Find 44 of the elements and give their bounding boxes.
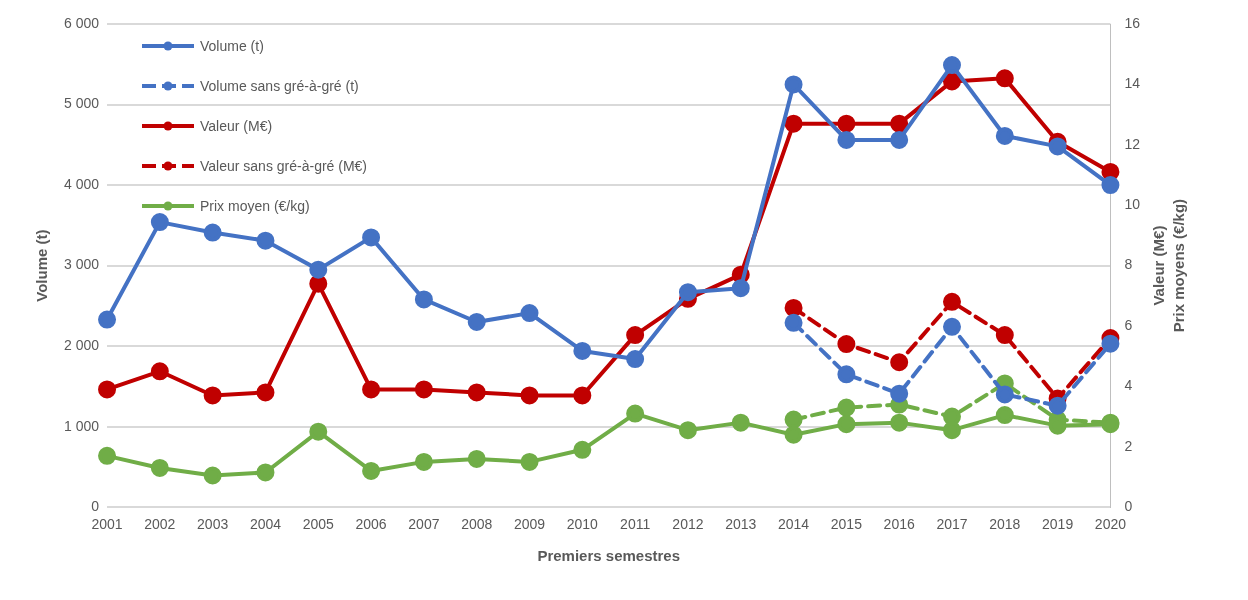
y-axis-title: Volume (t) [33, 229, 51, 302]
y2-tick-label: 10 [1124, 196, 1141, 213]
x-tick-label: 2001 [91, 516, 123, 533]
x-axis-title: Premiers semestres [537, 547, 681, 565]
y-tick-label: 2 000 [63, 336, 100, 353]
y-tick-label: 1 000 [63, 417, 100, 434]
x-tick-label: 2016 [883, 516, 915, 533]
x-tick-label: 2004 [249, 516, 282, 533]
y2-tick-label: 6 [1124, 316, 1133, 333]
y2-axis-title: Valeur (M€) Prix moyens (€/kg) [1150, 198, 1188, 333]
x-tick-label: 2002 [144, 516, 176, 533]
x-tick-label: 2020 [1094, 516, 1127, 533]
x-tick-label: 2011 [620, 516, 651, 533]
x-tick-label: 2017 [936, 516, 968, 533]
legend-label: Valeur sans gré-à-gré (M€) [200, 158, 368, 174]
y2-tick-label: 16 [1124, 14, 1141, 31]
y2-tick-label: 0 [1124, 498, 1133, 515]
y2-tick-label: 4 [1124, 377, 1133, 394]
legend-label: Volume sans gré-à-gré (t) [200, 78, 359, 94]
legend-label: Volume (t) [200, 38, 264, 54]
x-tick-label: 2007 [408, 516, 440, 533]
x-tick-label: 2012 [672, 516, 704, 533]
y2-tick-label: 2 [1124, 437, 1133, 454]
y-tick-label: 4 000 [63, 175, 100, 192]
y-tick-label: 5 000 [63, 95, 100, 112]
y2-tick-label: 14 [1124, 75, 1141, 92]
y2-tick-label: 8 [1124, 256, 1133, 273]
legend-label: Prix moyen (€/kg) [200, 198, 310, 214]
y2-tick-label: 12 [1124, 135, 1141, 152]
x-tick-label: 2018 [989, 516, 1021, 533]
y-tick-label: 6 000 [63, 14, 100, 31]
y-tick-label: 3 000 [63, 256, 100, 273]
y-tick-label: 0 [91, 498, 100, 515]
x-tick-label: 2003 [197, 516, 229, 533]
x-tick-label: 2019 [1042, 516, 1074, 533]
x-tick-label: 2009 [513, 516, 546, 533]
x-tick-label: 2015 [830, 516, 863, 533]
x-tick-label: 2006 [355, 516, 387, 533]
x-tick-label: 2013 [725, 516, 757, 533]
x-tick-label: 2010 [566, 516, 599, 533]
legend-label: Valeur (M€) [200, 118, 273, 134]
x-tick-label: 2005 [302, 516, 335, 533]
x-tick-label: 2014 [777, 516, 810, 533]
x-tick-label: 2008 [461, 516, 493, 533]
